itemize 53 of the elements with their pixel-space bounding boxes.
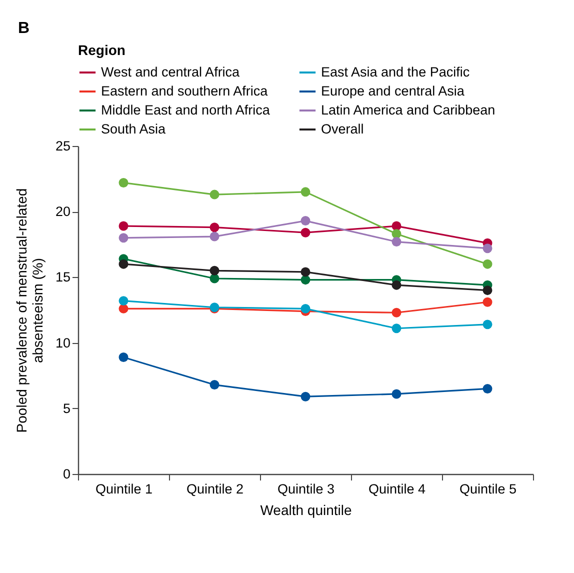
legend-label: Eastern and southern Africa bbox=[101, 84, 268, 98]
x-axis-title: Wealth quintile bbox=[260, 502, 352, 518]
y-tick-label: 5 bbox=[62, 400, 70, 416]
legend-label: South Asia bbox=[101, 122, 166, 136]
legend-label: Latin America and Caribbean bbox=[321, 102, 496, 118]
point bbox=[300, 267, 310, 277]
x-tick-label: Quintile 5 bbox=[459, 482, 517, 496]
point bbox=[300, 216, 310, 226]
x-tick-label: Quintile 2 bbox=[186, 482, 244, 496]
y-tick-label: 25 bbox=[55, 138, 70, 154]
point bbox=[210, 190, 220, 200]
point bbox=[300, 187, 310, 197]
point bbox=[482, 286, 492, 296]
point bbox=[392, 324, 402, 334]
point bbox=[210, 274, 220, 284]
y-tick-label: 15 bbox=[55, 270, 70, 285]
y-axis-title: Pooled prevalence of menstrual-related absenteeism (%) bbox=[13, 188, 46, 433]
chart-title: B bbox=[18, 20, 30, 37]
point bbox=[210, 222, 220, 232]
x-tick-label: Quintile 4 bbox=[368, 482, 426, 496]
y-tick-label: 10 bbox=[55, 335, 70, 350]
point bbox=[118, 233, 128, 243]
point bbox=[482, 297, 492, 307]
point bbox=[392, 221, 402, 231]
x-tick-label: Quintile 1 bbox=[95, 482, 153, 496]
legend-title: Region bbox=[78, 42, 126, 58]
y-tick-label: 0 bbox=[62, 466, 70, 482]
legend-label: West and central Africa bbox=[101, 64, 240, 80]
point bbox=[392, 280, 402, 290]
point bbox=[482, 259, 492, 269]
y-tick-label: 20 bbox=[55, 204, 70, 220]
point bbox=[392, 237, 402, 247]
legend-label: Middle East and north Africa bbox=[101, 102, 270, 118]
point bbox=[482, 384, 492, 394]
point bbox=[210, 266, 220, 276]
point bbox=[118, 259, 128, 269]
point bbox=[118, 221, 128, 231]
point bbox=[392, 308, 402, 318]
point bbox=[482, 244, 492, 254]
point bbox=[210, 232, 220, 242]
point bbox=[300, 304, 310, 314]
legend-label: Europe and central Asia bbox=[321, 84, 465, 98]
point bbox=[300, 228, 310, 238]
point bbox=[392, 389, 402, 399]
x-tick-label: Quintile 3 bbox=[277, 482, 335, 496]
legend-label: East Asia and the Pacific bbox=[321, 64, 470, 80]
point bbox=[118, 178, 128, 188]
point bbox=[118, 352, 128, 362]
point bbox=[300, 392, 310, 402]
point bbox=[118, 296, 128, 306]
point bbox=[482, 320, 492, 330]
point bbox=[210, 380, 220, 390]
legend-label: Overall bbox=[321, 122, 364, 136]
